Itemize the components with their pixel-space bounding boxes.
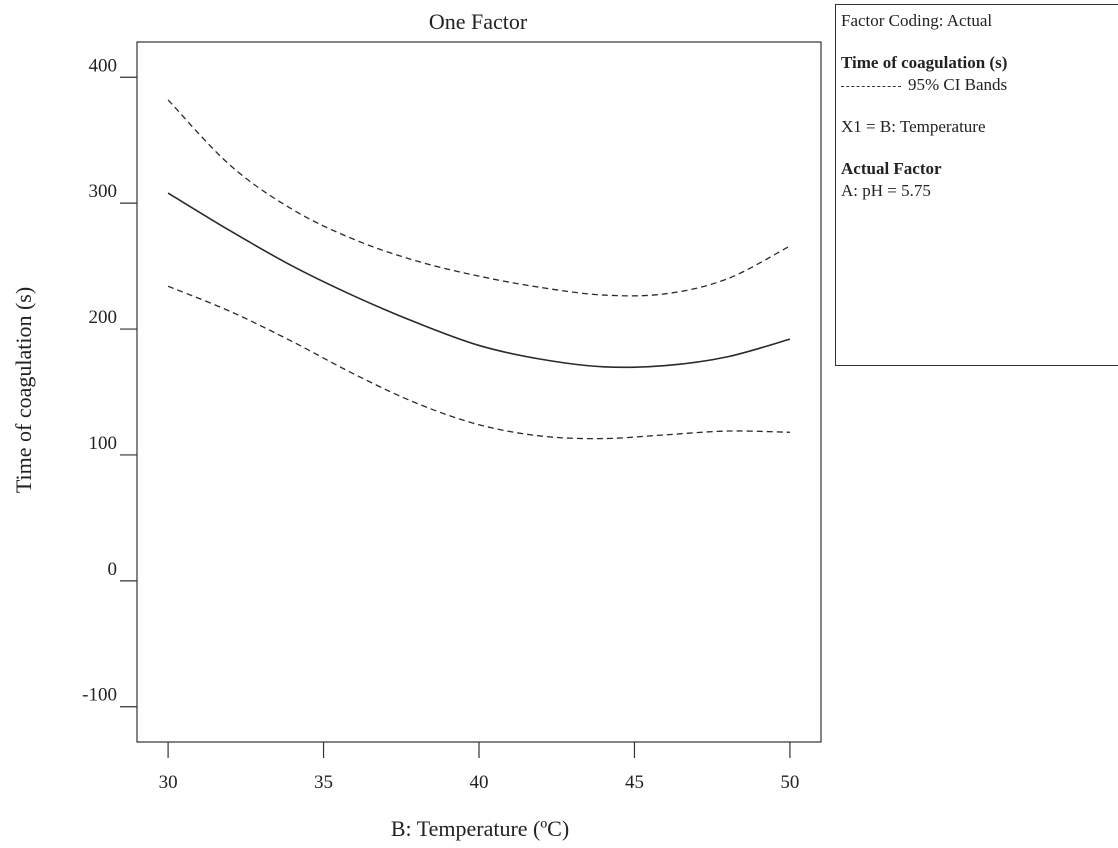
x-tick-label: 40 (470, 772, 489, 793)
x-axis: 30 35 40 45 50 (159, 742, 799, 793)
y-tick-label: -100 (82, 685, 117, 706)
y-tick-label: 200 (89, 307, 118, 328)
x1-label: X1 = B: Temperature (841, 117, 986, 136)
y-tick-label: 0 (108, 559, 118, 580)
lower-ci-line (167, 285, 790, 440)
y-tick-label: 400 (89, 55, 118, 76)
chart-title: One Factor (429, 9, 528, 34)
x-axis-title: B: Temperature (ºC) (391, 816, 569, 841)
prediction-line (167, 192, 791, 369)
x-tick-label: 30 (159, 772, 178, 793)
ci-legend-label: 95% CI Bands (908, 75, 1008, 94)
response-title: Time of coagulation (s) (841, 53, 1008, 72)
factor-coding-label: Factor Coding: Actual (841, 11, 993, 30)
series-layer (167, 99, 791, 440)
y-tick-label: 100 (89, 433, 118, 454)
plot-frame (136, 41, 822, 743)
ci-legend-entry: 95% CI Bands (841, 74, 1118, 96)
actual-factor-title: Actual Factor (841, 159, 942, 178)
x-tick-label: 50 (780, 772, 799, 793)
y-axis-title: Time of coagulation (s) (11, 287, 36, 493)
actual-factor-value: A: pH = 5.75 (841, 181, 931, 200)
x-tick-label: 35 (314, 772, 333, 793)
upper-ci-line (167, 99, 791, 297)
y-axis: -100 0 100 200 300 400 (82, 55, 137, 708)
legend-panel: Factor Coding: Actual Time of coagulatio… (835, 4, 1118, 366)
x-tick-label: 45 (625, 772, 644, 793)
dashed-line-swatch (841, 85, 901, 87)
y-tick-label: 300 (89, 181, 118, 202)
